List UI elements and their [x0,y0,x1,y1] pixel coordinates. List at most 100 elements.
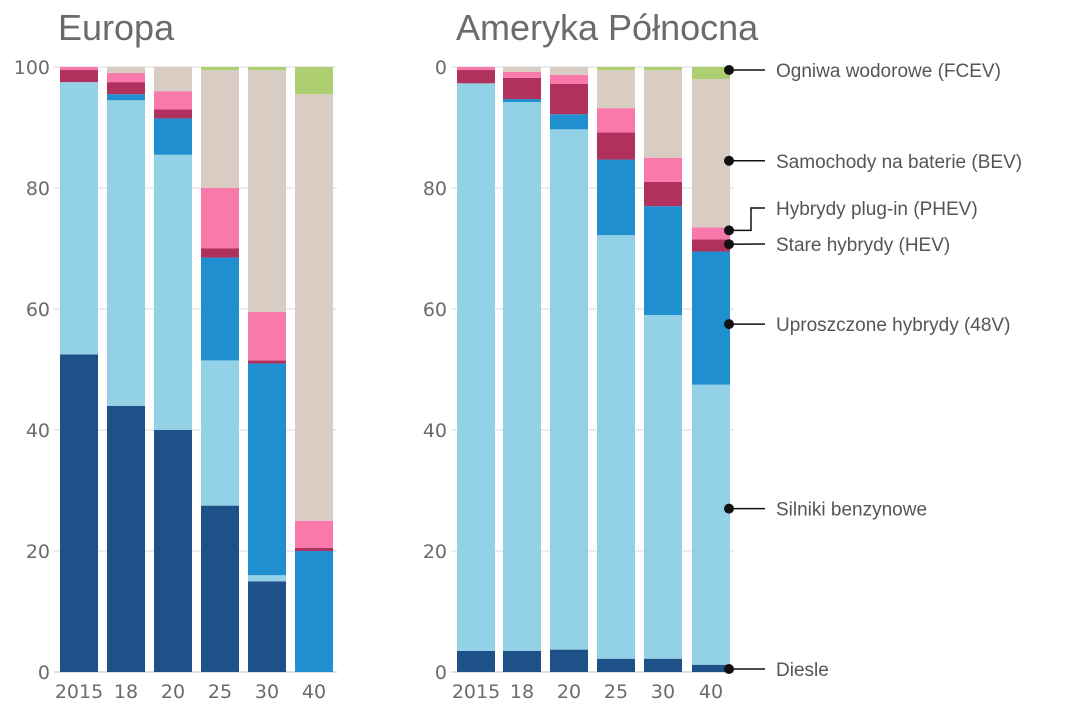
bar-segment [248,363,286,576]
bar-segment [503,67,541,72]
bar-segment [295,67,333,95]
bar-segment [154,109,192,119]
legend-dot [724,225,734,236]
bar-segment [295,547,333,551]
x-tick-label: 30 [651,681,675,703]
bar-segment [201,360,239,506]
bar-segment [201,70,239,188]
y-tick-label: 20 [423,541,447,563]
y-tick-label: 60 [26,299,50,321]
bar-segment [154,67,192,92]
legend: Ogniwa wodorowe (FCEV) Samochody na bater… [724,61,1022,681]
bar-segment [644,181,682,207]
legend-label: Ogniwa wodorowe (FCEV) [776,61,1001,82]
legend-label: Uproszczone hybrydy (48V) [776,315,1010,336]
bar-segment [644,157,682,182]
bar-segment [597,70,635,109]
y-tick-label: 20 [26,541,50,563]
bar-segment [201,257,239,361]
y-tick-label: 40 [423,420,447,442]
bar-segment [248,67,286,71]
bar-segment [692,227,730,240]
bar-segment [597,235,635,659]
bar-segment [597,159,635,236]
bar-segment [295,94,333,521]
bar-segment [248,312,286,361]
bar-segment [248,70,286,313]
bar-segment [503,99,541,103]
legend-leader-line [729,207,765,232]
bar-segment [550,114,588,130]
bar-segment [692,251,730,385]
bar-segment [692,664,730,672]
bar-segment [248,581,286,672]
panel-title-ameryka: Ameryka Północna [456,7,759,48]
bar-segment [201,248,239,258]
bar-segment [295,551,333,672]
bar-segment [644,658,682,672]
x-tick-label: 40 [699,681,723,703]
x-tick-label: 30 [255,681,279,703]
bar-segment [692,67,730,80]
bar-segment [503,77,541,100]
y-tick-label: 80 [26,178,50,200]
bar-segment [692,239,730,252]
legend-label: Silniki benzynowe [776,500,927,521]
y-tick-label: 40 [26,420,50,442]
legend-dot [724,65,734,76]
x-tick-label: 25 [208,681,232,703]
x-tick-label: 20 [161,681,185,703]
bar-segment [503,71,541,78]
bar-segment [154,430,192,672]
bar-segment [550,129,588,650]
bar-segment [550,74,588,84]
x-tick-label: 2015 [452,681,500,703]
bar-segment [201,188,239,249]
bar-segment [550,83,588,115]
legend-dot [724,319,734,330]
bar-segment [154,118,192,155]
bar-segment [597,67,635,71]
bar-segment [248,360,286,364]
legend-label: Stare hybrydy (HEV) [776,235,950,256]
y-tick-label: 80 [423,178,447,200]
bar-segment [107,82,145,95]
y-tick-label: 0 [435,662,447,684]
bar-segment [60,354,98,672]
bar-segment [457,650,495,672]
bar-segment [107,100,145,406]
bar-segment [644,315,682,659]
bar-segment [597,658,635,672]
bar-segment [154,154,192,430]
y-tick-label: 60 [423,299,447,321]
bar-segment [457,83,495,651]
bar-segment [201,505,239,672]
y-tick-label: 0 [435,57,447,79]
x-tick-label: 18 [510,681,534,703]
y-tick-label: 0 [38,662,50,684]
bar-segment [60,67,98,71]
panel-title-europa: Europa [58,7,175,48]
legend-dot [724,663,734,674]
bar-segment [644,67,682,71]
bar-segment [644,70,682,158]
bar-segment [60,82,98,355]
x-tick-label: 18 [114,681,138,703]
bar-segment [597,108,635,133]
legend-dot [724,503,734,514]
bar-segment [550,649,588,672]
bar-segment [692,79,730,228]
bar-segment [503,102,541,651]
bar-segment [107,67,145,74]
bar-segment [457,67,495,71]
grid [54,66,734,673]
bar-segment [154,91,192,110]
bars [60,67,730,672]
legend-dot [724,239,734,250]
bar-segment [201,67,239,71]
legend-label: Hybrydy plug-in (PHEV) [776,199,978,220]
y-tick-label: 100 [14,57,50,79]
x-tick-label: 20 [557,681,581,703]
